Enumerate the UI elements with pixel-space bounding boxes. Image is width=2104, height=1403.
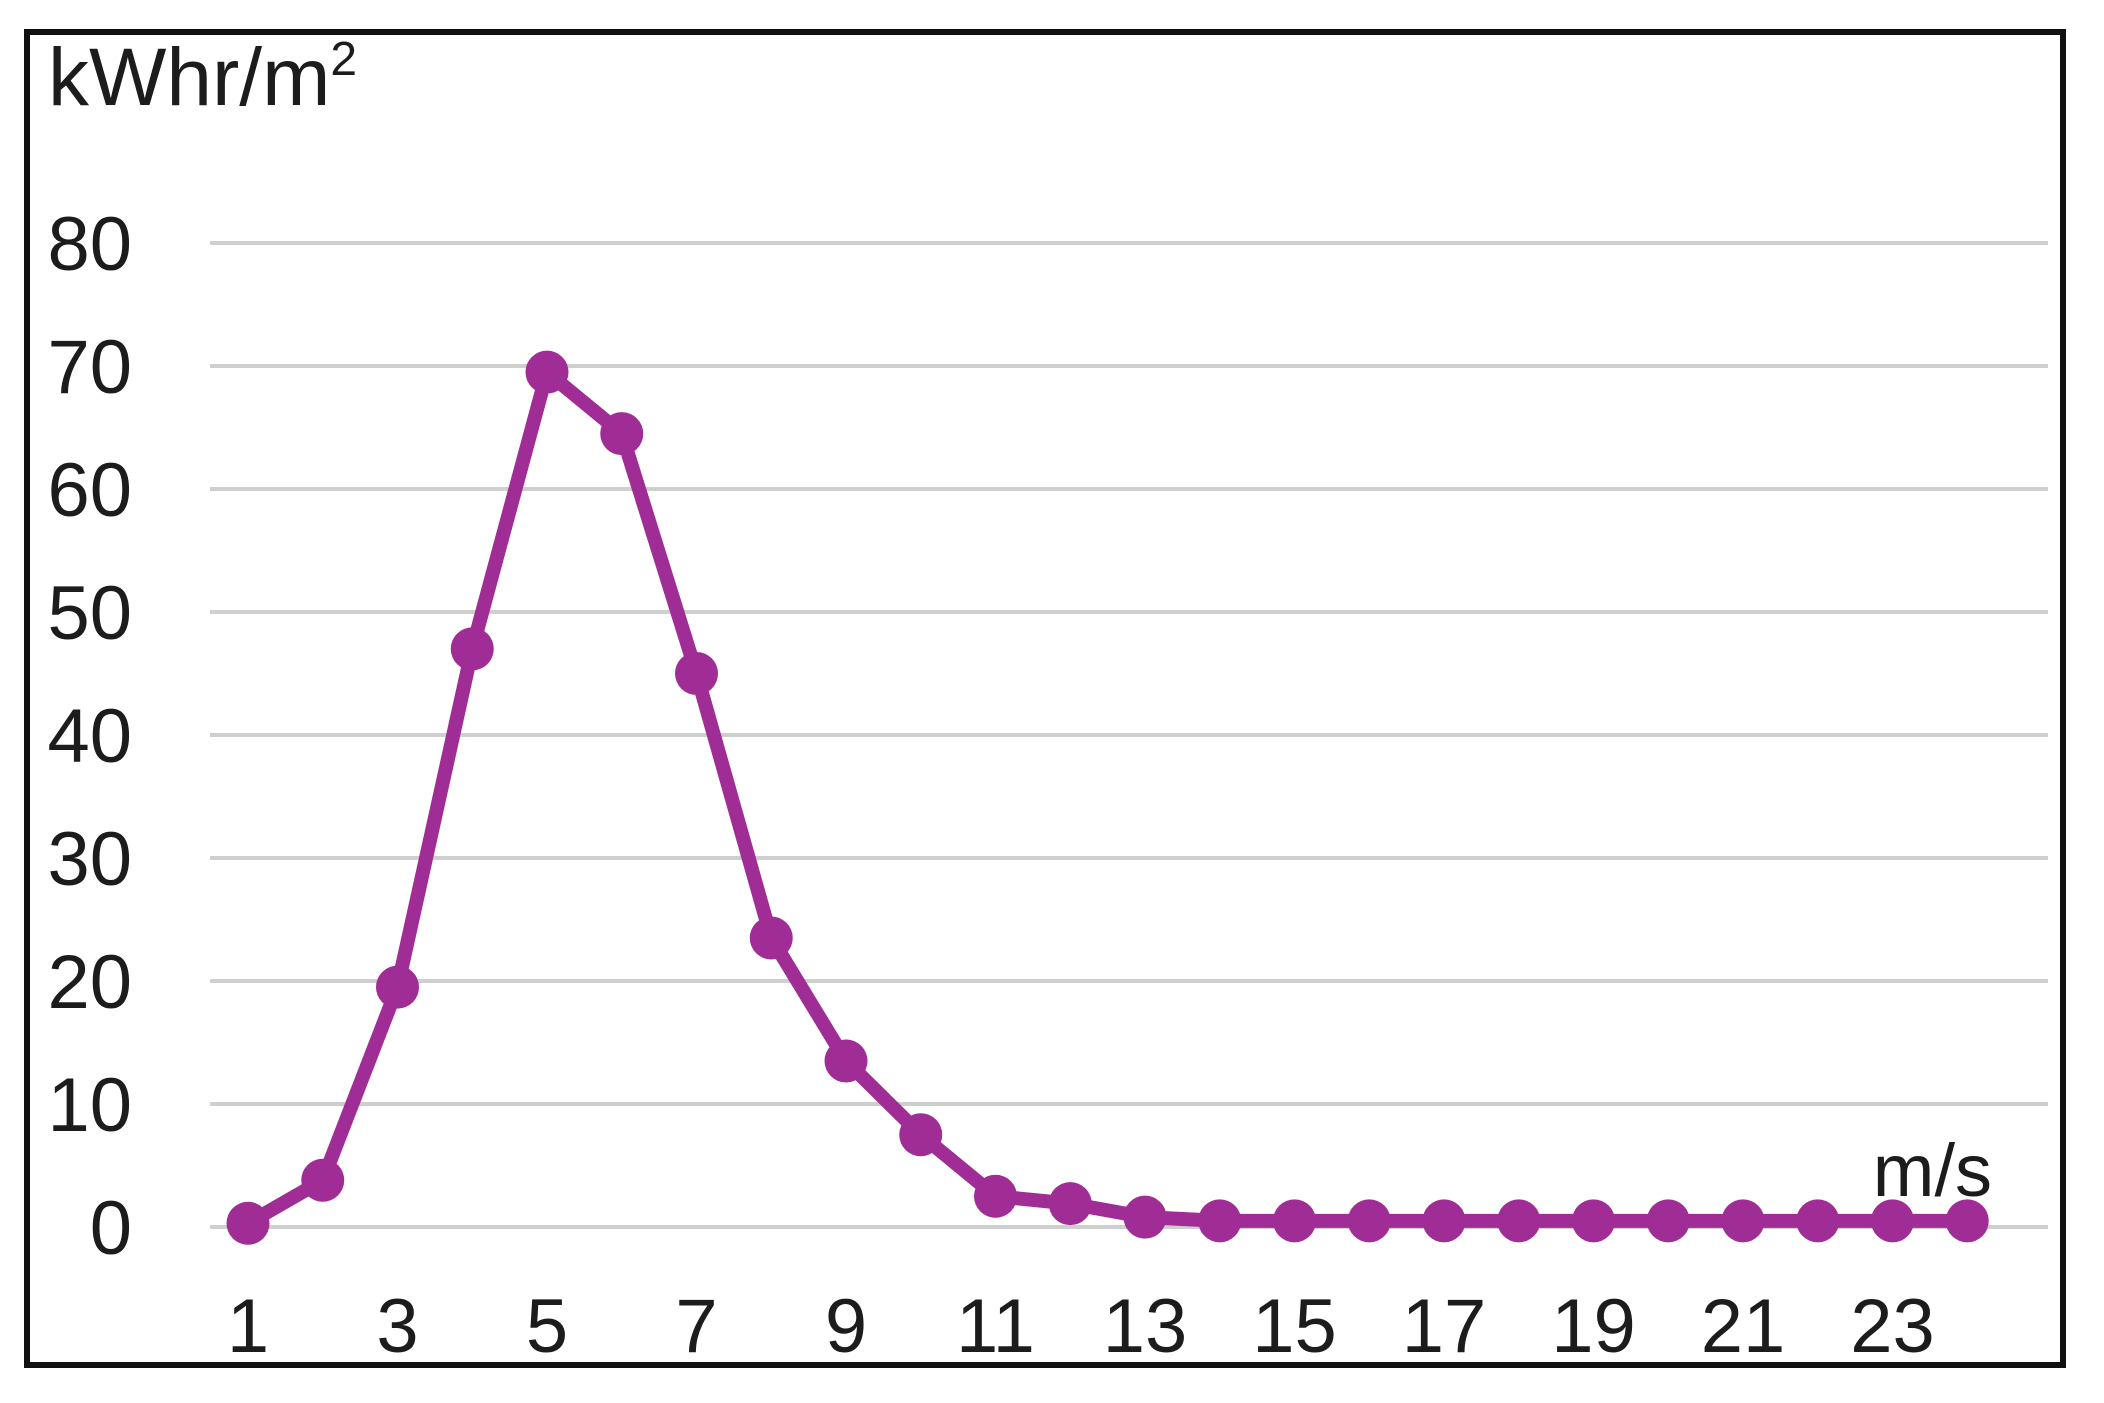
data-point	[301, 1158, 345, 1202]
y-axis-tick-label: 10	[47, 1063, 132, 1148]
data-point	[1422, 1199, 1466, 1243]
data-point	[749, 916, 793, 960]
x-axis-tick-label: 5	[526, 1284, 568, 1369]
data-point	[1721, 1199, 1765, 1243]
x-axis-tick-labels: 1 3 5 7 9 11 13 15 17 19 21 23	[227, 1284, 1935, 1369]
y-axis-tick-label: 80	[47, 202, 132, 287]
x-axis-tick-label: 21	[1701, 1284, 1786, 1369]
data-point	[1871, 1199, 1914, 1243]
data-point	[226, 1201, 270, 1245]
x-axis-tick-label: 23	[1850, 1284, 1935, 1369]
x-axis-tick-label: 7	[675, 1284, 717, 1369]
data-point	[1347, 1199, 1391, 1243]
x-axis-tick-label: 3	[376, 1284, 418, 1369]
data-point	[1497, 1199, 1541, 1243]
y-axis-title-base: kWhr/m	[48, 32, 330, 123]
data-point	[450, 627, 494, 671]
data-point	[376, 965, 419, 1009]
x-axis-tick-label: 1	[227, 1284, 269, 1369]
y-axis-tick-label: 70	[47, 325, 132, 410]
y-axis-tick-label: 30	[47, 817, 132, 902]
data-point	[1646, 1199, 1690, 1243]
data-point	[1796, 1199, 1840, 1243]
data-point	[899, 1113, 943, 1157]
data-point	[824, 1039, 868, 1083]
data-point	[974, 1174, 1017, 1218]
x-axis-tick-label: 9	[825, 1284, 867, 1369]
y-axis-tick-label: 40	[47, 694, 132, 779]
y-axis-title-superscript: 2	[330, 33, 357, 86]
data-point	[1123, 1195, 1167, 1239]
x-axis-tick-label: 17	[1402, 1284, 1487, 1369]
data-point	[1273, 1199, 1316, 1243]
x-axis-tick-label: 11	[956, 1284, 1035, 1369]
y-axis-tick-label: 0	[90, 1186, 132, 1271]
y-axis-title: kWhr/m2	[48, 32, 357, 123]
data-point	[600, 412, 644, 456]
x-axis-tick-label: 19	[1551, 1284, 1636, 1369]
y-axis-tick-labels: 0 10 20 30 40 50 60 70 80	[47, 202, 132, 1271]
data-point	[675, 652, 718, 695]
chart-frame-border	[24, 29, 2066, 1368]
y-axis-tick-label: 50	[47, 571, 132, 656]
x-axis-unit-label: m/s	[1873, 1129, 1992, 1212]
data-point-markers	[226, 350, 1989, 1245]
data-point	[1945, 1199, 1989, 1243]
x-axis-tick-label: 15	[1252, 1284, 1337, 1369]
data-point	[1198, 1199, 1242, 1243]
x-axis-tick-label: 13	[1103, 1284, 1188, 1369]
y-axis-tick-label: 20	[47, 940, 132, 1025]
data-point	[1572, 1199, 1615, 1243]
data-point	[525, 350, 569, 394]
data-point	[1048, 1182, 1092, 1226]
y-axis-tick-label: 60	[47, 448, 132, 533]
